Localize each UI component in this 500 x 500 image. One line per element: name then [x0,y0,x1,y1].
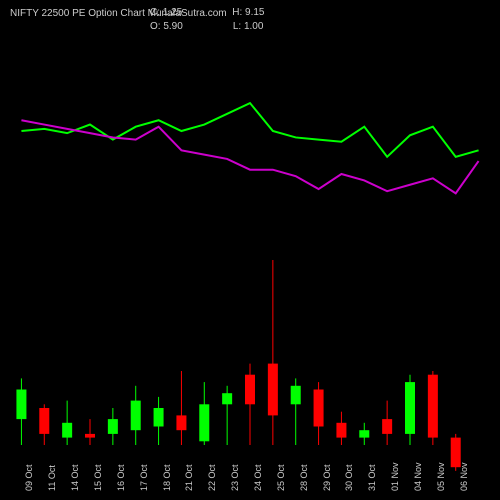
candle-body [108,419,118,434]
x-axis-label: 01 Nov [390,462,400,491]
x-axis-label: 16 Oct [116,464,126,491]
x-axis-label: 24 Oct [253,464,263,491]
candle-body [62,423,72,438]
x-axis-label: 31 Oct [367,464,377,491]
candle-body [405,382,415,434]
x-axis-label: 25 Oct [276,464,286,491]
x-axis-label: 09 Oct [24,464,34,491]
x-axis-label: 23 Oct [230,464,240,491]
candle-body [268,364,278,416]
chart-svg [0,0,500,500]
candle-body [154,408,164,427]
x-axis-label: 14 Oct [70,464,80,491]
open-value: O: 5.90 [150,20,183,34]
line-series [21,103,478,157]
x-axis-label: 17 Oct [139,464,149,491]
x-axis-label: 11 Oct [47,465,57,491]
candle-body [359,430,369,437]
close-value: C: 1.25 [150,6,182,20]
x-axis-label: 29 Oct [322,464,332,491]
x-axis-label: 28 Oct [299,464,309,491]
candle-body [85,434,95,438]
candle-body [131,401,141,431]
line-series [21,120,478,193]
x-axis-label: 05 Nov [436,462,446,491]
candle-body [16,390,26,420]
low-value: L: 1.00 [233,20,264,34]
x-axis-label: 21 Oct [184,464,194,491]
chart-root: NIFTY 22500 PE Option Chart MunafaSutra.… [0,0,500,500]
candle-body [176,415,186,430]
candle-body [428,375,438,438]
candle-body [336,423,346,438]
candle-body [382,419,392,434]
candle-body [291,386,301,405]
x-axis-label: 06 Nov [459,462,469,491]
candle-body [245,375,255,405]
x-axis-label: 04 Nov [413,462,423,491]
x-axis-label: 18 Oct [162,464,172,491]
x-axis-label: 15 Oct [93,464,103,491]
candle-body [199,404,209,441]
candle-body [222,393,232,404]
x-axis-label: 30 Oct [344,464,354,491]
x-axis-label: 22 Oct [207,464,217,491]
candle-body [314,390,324,427]
candle-body [39,408,49,434]
high-value: H: 9.15 [232,6,264,20]
ohlc-block: C: 1.25 H: 9.15 O: 5.90 L: 1.00 [150,6,265,34]
